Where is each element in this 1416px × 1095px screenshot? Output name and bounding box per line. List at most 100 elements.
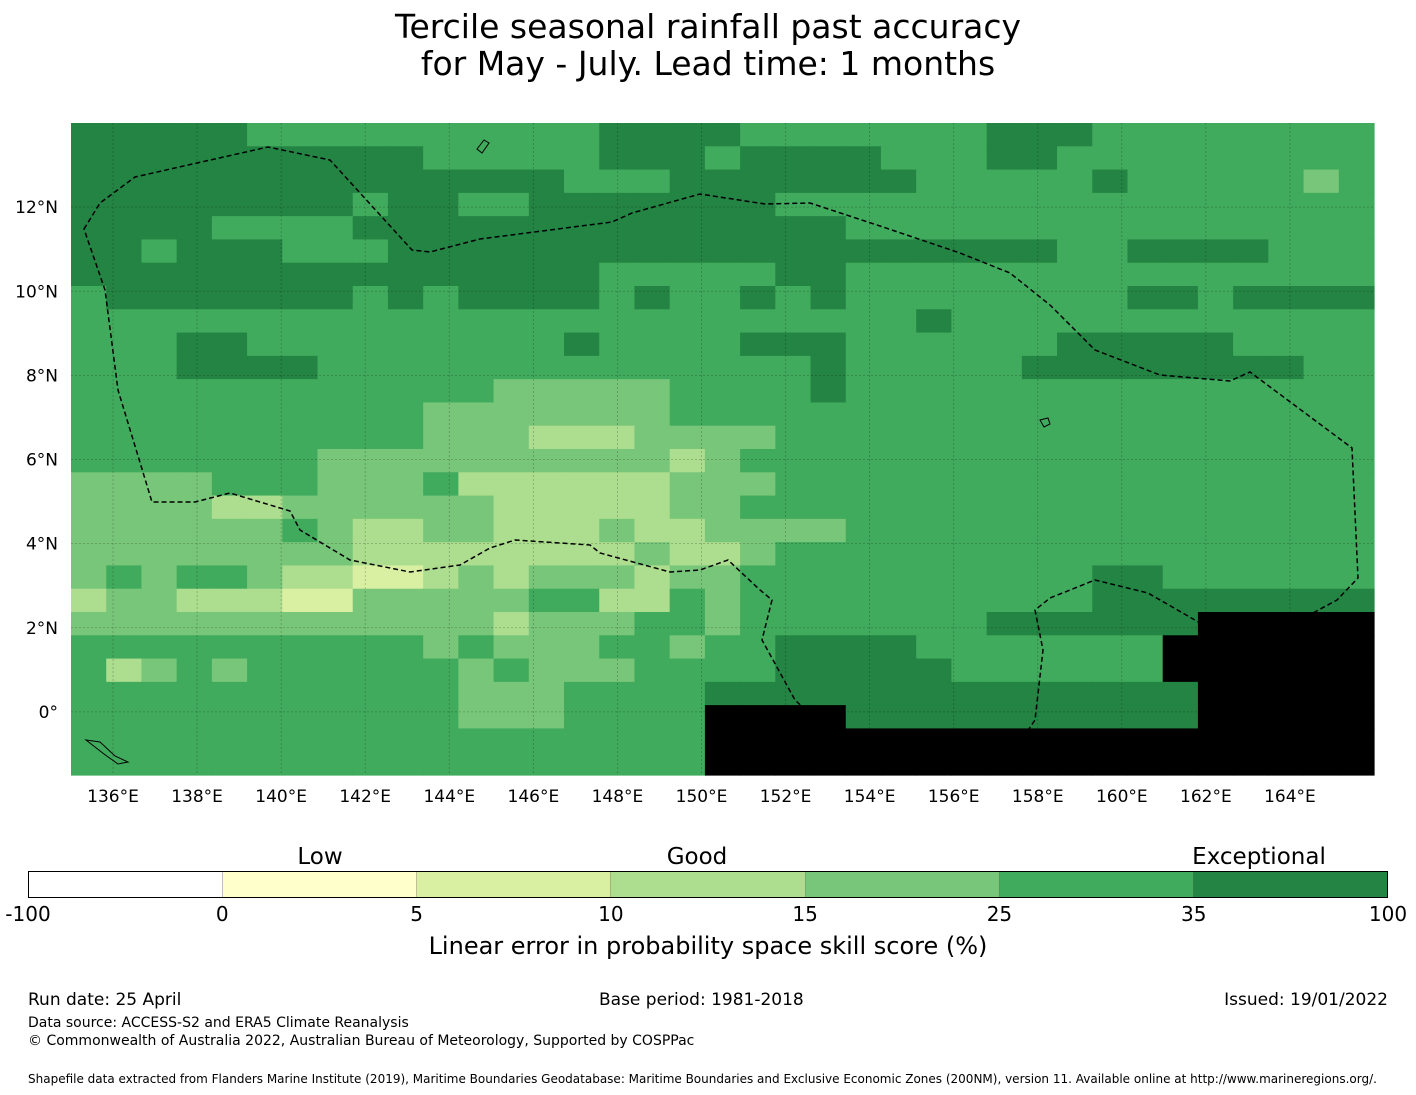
- grid-cell: [71, 518, 107, 543]
- grid-cell: [423, 146, 459, 171]
- grid-cell: [880, 635, 917, 660]
- colorbar-segment: [417, 872, 612, 897]
- grid-cell: [493, 612, 530, 636]
- grid-cell: [916, 169, 953, 194]
- grid-cell: [141, 518, 178, 543]
- grid-cell: [986, 472, 1023, 497]
- grid-cell: [880, 472, 917, 497]
- grid-cell: [1338, 192, 1375, 217]
- grid-cell: [106, 635, 143, 660]
- grid-cell: [352, 542, 389, 567]
- grid-cell: [1092, 169, 1129, 194]
- grid-cell: [916, 239, 953, 264]
- grid-cell: [1127, 588, 1164, 613]
- grid-cell: [1303, 449, 1340, 473]
- grid-cell: [423, 751, 459, 776]
- grid-cell: [1197, 542, 1234, 567]
- grid-cell: [106, 588, 143, 613]
- grid-cell: [1021, 588, 1058, 613]
- grid-cell: [986, 332, 1023, 357]
- grid-cell: [845, 309, 882, 334]
- grid-cell: [317, 216, 354, 241]
- grid-cell: [387, 146, 424, 171]
- grid-cell: [1092, 286, 1129, 310]
- latitude-label: 0°: [39, 703, 58, 723]
- grid-cell: [1268, 542, 1305, 567]
- grid-cell: [282, 495, 319, 520]
- latitude-label: 8°N: [26, 366, 58, 386]
- grid-cell: [1162, 402, 1199, 427]
- grid-cell: [1092, 262, 1129, 287]
- grid-cell: [845, 146, 882, 171]
- grid-cell: [106, 379, 143, 404]
- grid-cell: [106, 309, 143, 334]
- grid-cell: [634, 123, 671, 147]
- grid-cell: [810, 705, 847, 730]
- grid-cell: [493, 658, 530, 683]
- grid-cell: [810, 728, 847, 753]
- grid-cell: [423, 262, 459, 287]
- grid-cell: [1233, 239, 1269, 264]
- longitude-axis: 136°E 138°E 140°E 142°E 144°E 146°E 148°E 150°E…: [87, 787, 1316, 807]
- grid-cell: [599, 402, 636, 427]
- grid-cell: [1057, 495, 1093, 520]
- grid-cell: [1162, 192, 1199, 217]
- grid-cell: [106, 705, 143, 730]
- grid-cell: [704, 705, 741, 730]
- grid-cell: [317, 751, 354, 776]
- grid-cell: [634, 681, 671, 706]
- grid-cell: [845, 402, 882, 427]
- grid-cell: [528, 402, 565, 427]
- grid-cell: [810, 169, 847, 194]
- grid-cell: [493, 425, 530, 450]
- grid-cell: [986, 239, 1023, 264]
- grid-cell: [880, 123, 917, 147]
- grid-cell: [986, 612, 1023, 636]
- grid-cell: [1338, 169, 1375, 194]
- grid-cell: [564, 192, 600, 217]
- grid-cell: [493, 286, 530, 310]
- grid-cell: [1338, 332, 1375, 357]
- grid-cell: [1268, 751, 1305, 776]
- grid-cell: [634, 192, 671, 217]
- grid-cell: [493, 309, 530, 334]
- grid-cell: [352, 728, 389, 753]
- grid-cell: [669, 542, 706, 567]
- grid-cell: [106, 216, 143, 241]
- grid-cell: [564, 355, 600, 380]
- grid-cell: [845, 728, 882, 753]
- grid-cell: [1303, 472, 1340, 497]
- grid-cell: [423, 449, 459, 473]
- grid-cell: [1057, 286, 1093, 310]
- grid-cell: [564, 123, 600, 147]
- grid-cell: [282, 332, 319, 357]
- grid-cell: [951, 635, 988, 660]
- grid-cell: [1057, 588, 1093, 613]
- grid-cell: [880, 355, 917, 380]
- grid-cell: [1021, 472, 1058, 497]
- grid-cell: [458, 588, 495, 613]
- grid-cell: [986, 402, 1023, 427]
- grid-cell: [704, 379, 741, 404]
- grid-cell: [704, 402, 741, 427]
- grid-cell: [458, 612, 495, 636]
- grid-cell: [740, 635, 776, 660]
- grid-cell: [1127, 286, 1164, 310]
- grid-cell: [951, 309, 988, 334]
- grid-cell: [211, 239, 248, 264]
- grid-cell: [880, 192, 917, 217]
- grid-cell: [704, 123, 741, 147]
- grid-cell: [282, 402, 319, 427]
- grid-cell: [634, 379, 671, 404]
- grid-cell: [1021, 681, 1058, 706]
- grid-cell: [247, 332, 283, 357]
- colorbar-tick-label: 100: [1368, 902, 1408, 926]
- grid-cell: [317, 169, 354, 194]
- grid-cell: [669, 635, 706, 660]
- grid-cell: [1057, 681, 1093, 706]
- grid-cell: [211, 262, 248, 287]
- grid-cell: [528, 425, 565, 450]
- grid-cell: [599, 355, 636, 380]
- grid-cell: [247, 146, 283, 171]
- grid-cell: [282, 192, 319, 217]
